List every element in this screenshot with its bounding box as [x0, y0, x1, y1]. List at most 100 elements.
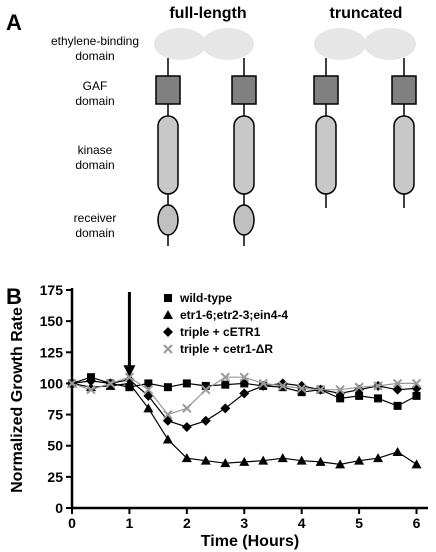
- data-point-stroke: [239, 372, 249, 382]
- data-point: [354, 382, 364, 392]
- kinase-domain: [157, 115, 179, 195]
- x-tick-label: 3: [240, 515, 248, 531]
- annotation-arrow-head: [123, 365, 136, 378]
- data-point: [278, 381, 288, 391]
- x-tick-label: 0: [68, 515, 76, 531]
- data-point: [335, 459, 346, 469]
- data-point: [411, 378, 422, 389]
- panel-a-letter: A: [6, 10, 22, 35]
- data-point: [200, 455, 211, 465]
- data-point: [296, 455, 307, 465]
- x-tick-label: 2: [183, 515, 191, 531]
- data-point-stroke: [392, 378, 403, 389]
- data-point-stroke: [86, 384, 96, 395]
- ethylene-binding-domain: [364, 28, 416, 60]
- data-point-stroke: [201, 384, 211, 395]
- gaf-domain: [231, 75, 257, 105]
- full-length-title: full-length: [169, 5, 246, 22]
- data-point: [85, 375, 96, 386]
- data-point: [124, 374, 135, 385]
- receiver-domain: [233, 204, 255, 236]
- data-point-stroke: [258, 378, 268, 389]
- data-point: [181, 453, 192, 463]
- legend-label: triple + cetr1-ΔR: [180, 342, 273, 356]
- data-point: [240, 379, 249, 388]
- data-point: [220, 403, 231, 414]
- y-tick-label: 50: [47, 438, 63, 454]
- y-tick-label: 100: [40, 375, 64, 391]
- x-tick-label: 1: [126, 515, 134, 531]
- legend-marker: [163, 310, 173, 319]
- data-point: [143, 403, 154, 413]
- data-point-stroke: [335, 384, 345, 395]
- truncated-receptor-dimer: [313, 28, 417, 208]
- data-point: [163, 409, 173, 420]
- data-point-stroke: [143, 384, 154, 395]
- x-tick-label: 6: [413, 515, 421, 531]
- kinase-domain: [315, 115, 337, 195]
- data-point: [239, 456, 250, 466]
- data-point: [201, 381, 210, 390]
- data-point-stroke: [163, 409, 173, 420]
- y-tick-label: 150: [40, 313, 64, 329]
- data-point: [162, 434, 173, 444]
- data-point: [315, 456, 326, 466]
- data-point-stroke: [182, 403, 192, 414]
- ethylene-binding-label-1: ethylene-binding: [51, 34, 139, 48]
- data-point-stroke: [373, 381, 383, 391]
- y-tick-label: 25: [47, 469, 63, 485]
- y-tick-label: 75: [47, 407, 63, 423]
- kinase-domain: [233, 115, 255, 195]
- ethylene-binding-label-2: domain: [75, 49, 114, 63]
- data-point: [296, 383, 307, 394]
- data-point: [373, 453, 384, 463]
- data-point: [374, 394, 383, 403]
- legend-label: etr1-6;etr2-3;ein4-4: [180, 308, 288, 322]
- data-point: [355, 391, 364, 400]
- data-point: [220, 458, 231, 468]
- y-tick-label: 175: [40, 282, 64, 298]
- data-point-stroke: [67, 378, 77, 389]
- x-axis-title: Time (Hours): [201, 533, 299, 550]
- full-length-receptor-dimer: [154, 28, 257, 246]
- data-point: [182, 403, 192, 414]
- data-point: [201, 384, 211, 395]
- data-point-stroke: [124, 372, 135, 382]
- data-point: [392, 446, 403, 456]
- data-point-stroke: [105, 378, 116, 389]
- data-point: [315, 384, 326, 395]
- data-point: [277, 453, 288, 463]
- data-point: [144, 379, 153, 388]
- data-point: [297, 388, 306, 397]
- data-point: [200, 415, 211, 426]
- kinase-domain: [393, 115, 415, 195]
- data-point: [143, 384, 154, 395]
- data-point: [354, 455, 365, 465]
- data-point: [163, 383, 172, 392]
- receiver-domain: [157, 204, 179, 236]
- data-point: [67, 378, 77, 389]
- gaf-domain: [313, 75, 339, 105]
- data-point-stroke: [354, 382, 364, 392]
- data-point: [373, 381, 383, 391]
- receiver-label-2: domain: [75, 226, 114, 240]
- gaf-label-1: GAF: [83, 79, 108, 93]
- legend: wild-type etr1-6;etr2-3;ein4-4 triple + cE…: [179, 291, 288, 356]
- receiver-label-1: receiver: [74, 211, 117, 225]
- legend-marker: [164, 294, 172, 302]
- data-point: [124, 372, 135, 382]
- data-point: [411, 459, 422, 469]
- gaf-domain: [155, 75, 181, 105]
- ethylene-binding-domain: [314, 28, 366, 60]
- chart-plot-area: 0 25 50 75 100 125 150 175 0 1 2 3 4 5 6 wild-type etr1-…: [40, 282, 428, 531]
- data-point: [221, 380, 230, 389]
- panel-b-letter: B: [6, 284, 22, 309]
- y-tick-label: 125: [40, 344, 64, 360]
- data-point: [182, 379, 191, 388]
- legend-marker: [163, 327, 173, 337]
- growth-rate-chart: Normalized Growth Rate Time (Hours) 0255…: [9, 282, 428, 550]
- gaf-label-2: domain: [75, 94, 114, 108]
- data-point: [239, 372, 249, 382]
- data-point: [86, 384, 96, 395]
- data-point: [105, 378, 116, 389]
